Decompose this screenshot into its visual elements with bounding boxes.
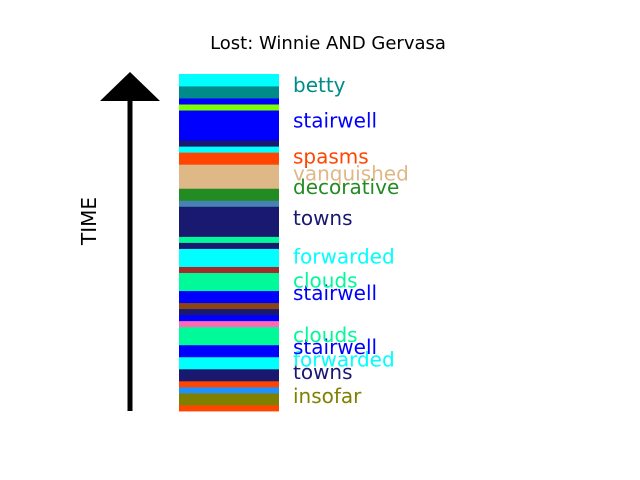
bar-segment [179, 362, 279, 370]
word-label: forwarded [293, 347, 395, 371]
bar-segment [179, 218, 279, 225]
bar-segment [179, 158, 279, 165]
bar-segment [179, 140, 279, 147]
bar-segment [179, 248, 279, 255]
bar-segment [179, 278, 279, 286]
bar-segment [179, 236, 279, 243]
word-label: spasms [293, 144, 369, 168]
bar-segment [179, 272, 279, 280]
bar-segment [179, 104, 279, 111]
word-label: stairwell [293, 335, 377, 359]
word-label: stairwell [293, 281, 377, 305]
bar-segment [179, 404, 279, 412]
word-label: betty [293, 73, 346, 97]
bar-segment [179, 212, 279, 219]
word-label: vanquished [293, 161, 409, 185]
word-label: insofar [293, 384, 362, 408]
bar-segment [179, 80, 279, 87]
bar-segment [179, 374, 279, 382]
bar-segment [179, 122, 279, 129]
bar-segment [179, 338, 279, 346]
bar-segment [179, 194, 279, 201]
bar-segment [179, 392, 279, 400]
bar-segment [179, 74, 279, 81]
bar-segment [179, 254, 279, 261]
bar-segment [179, 146, 279, 153]
bar-segment [179, 356, 279, 364]
bar-segment [179, 380, 279, 388]
bar-segment [179, 92, 279, 99]
bar-segment [179, 200, 279, 207]
time-arrow-head [100, 72, 160, 101]
word-label: towns [293, 360, 353, 384]
bar-segment [179, 230, 279, 237]
time-arrow [100, 72, 160, 411]
bar-segment [179, 284, 279, 292]
word-labels: insofartownsforwardedstairwellcloudsstai… [293, 73, 409, 408]
bar-segment [179, 320, 279, 328]
bar-segment [179, 116, 279, 123]
word-label: stairwell [293, 108, 377, 132]
bar-segment [179, 314, 279, 322]
bar-segment [179, 170, 279, 177]
bar-segment [179, 302, 279, 310]
bar-segment [179, 332, 279, 340]
bar-segment [179, 242, 279, 249]
chart-title: Lost: Winnie AND Gervasa [210, 33, 446, 54]
bar-segment [179, 110, 279, 117]
bar-segment [179, 308, 279, 316]
bar-segment [179, 326, 279, 334]
bar-segment [179, 188, 279, 195]
bar-segment [179, 296, 279, 304]
bar-segment [179, 368, 279, 376]
bar-segment [179, 176, 279, 183]
color-bar-segments [179, 74, 279, 412]
bar-segment [179, 290, 279, 298]
bar-segment [179, 98, 279, 105]
bar-segment [179, 260, 279, 267]
bar-segment [179, 386, 279, 394]
bar-segment [179, 86, 279, 93]
bar-segment [179, 206, 279, 213]
word-label: towns [293, 206, 353, 230]
bar-segment [179, 224, 279, 231]
bar-segment [179, 128, 279, 135]
bar-segment [179, 398, 279, 406]
bar-segment [179, 182, 279, 189]
word-label: clouds [293, 323, 358, 347]
word-label: forwarded [293, 244, 395, 268]
bar-segment [179, 344, 279, 352]
bar-segment [179, 134, 279, 141]
bar-segment [179, 164, 279, 171]
word-label: decorative [293, 175, 399, 199]
time-axis-label: TIME [77, 197, 101, 246]
bar-segment [179, 266, 279, 273]
bar-segment [179, 350, 279, 358]
word-label: clouds [293, 268, 358, 292]
bar-segment [179, 152, 279, 159]
